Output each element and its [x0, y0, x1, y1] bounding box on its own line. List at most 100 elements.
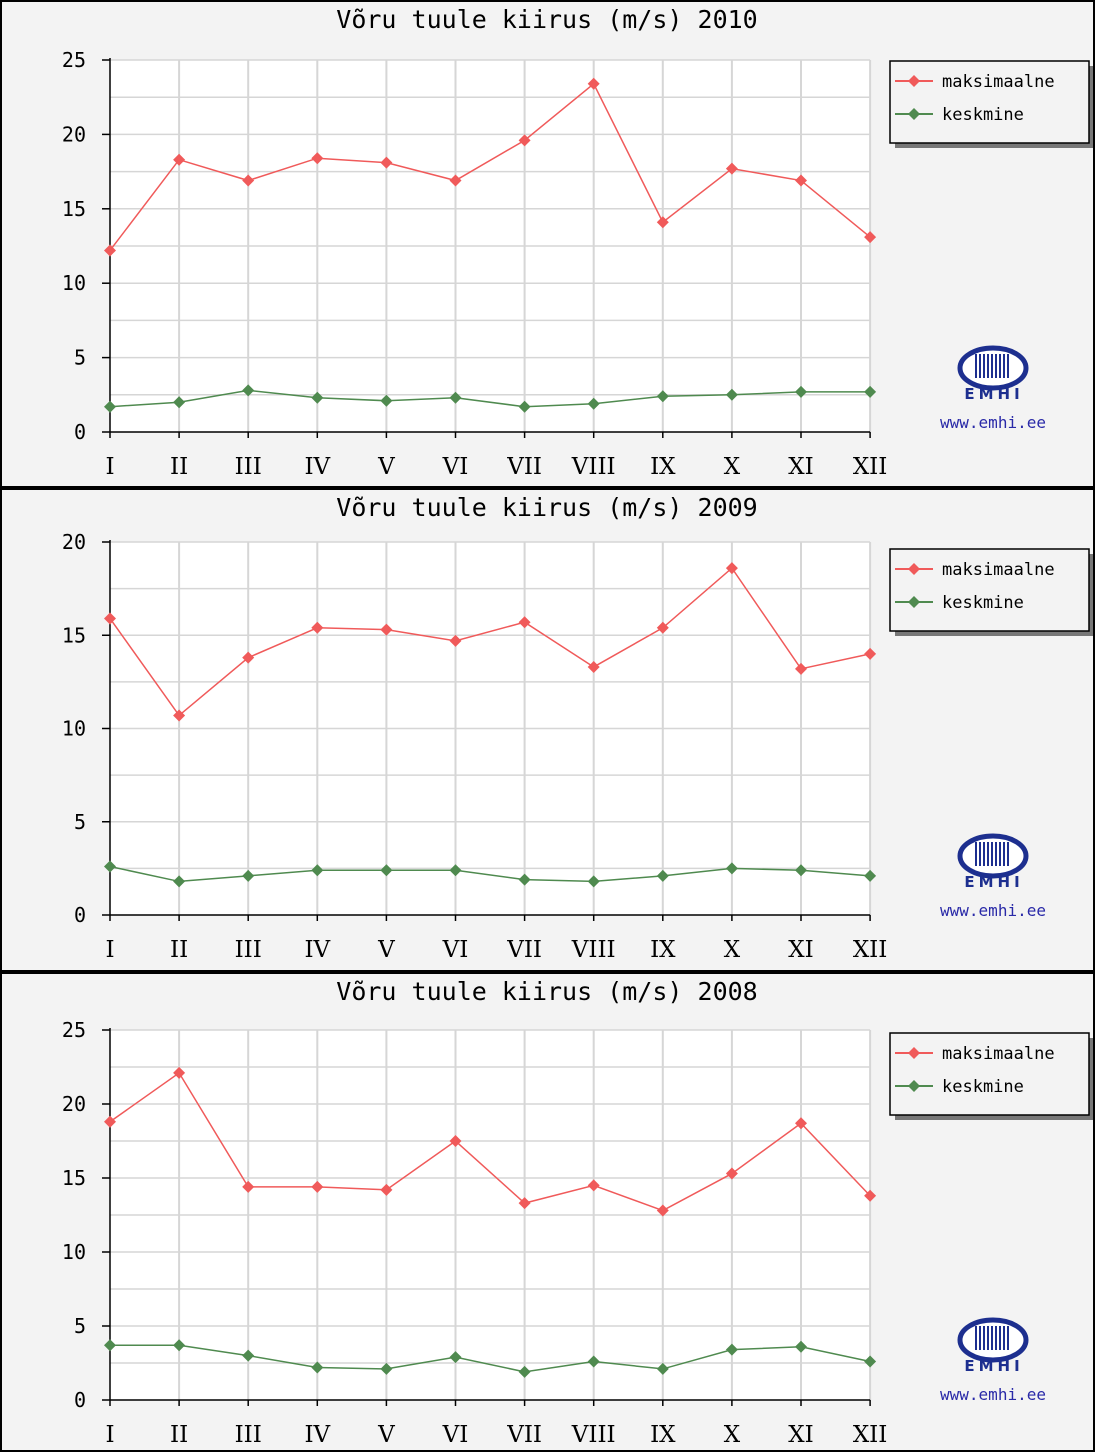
- data-point-maksimaalne: [725, 562, 738, 575]
- x-tick-label: I: [105, 937, 114, 963]
- emhi-website-text: www.emhi.ee: [940, 1385, 1046, 1404]
- x-tick-label: IX: [650, 1422, 676, 1448]
- data-point-keskmine: [587, 875, 600, 888]
- data-point-maksimaalne: [449, 174, 462, 187]
- legend-swatch-marker: [908, 1047, 920, 1059]
- emhi-website-text: www.emhi.ee: [940, 413, 1046, 432]
- data-point-maksimaalne: [795, 662, 807, 675]
- data-point-keskmine: [587, 397, 600, 410]
- series-line-maksimaalne: [109, 1071, 871, 1212]
- y-tick-label: 0: [74, 903, 86, 927]
- data-point-keskmine: [518, 873, 531, 886]
- chart-title: Võru tuule kiirus (m/s) 2010: [336, 5, 757, 34]
- x-tick-label: VII: [506, 454, 542, 480]
- data-point-maksimaalne: [242, 1180, 255, 1193]
- x-tick-label: IV: [304, 454, 330, 480]
- x-tick-label: VII: [506, 1422, 542, 1448]
- x-tick-label: I: [105, 1422, 114, 1448]
- data-point-maksimaalne: [242, 174, 255, 187]
- legend-label: maksimaalne: [942, 560, 1055, 580]
- x-tick-label: V: [377, 1422, 395, 1448]
- x-tick-label: VI: [442, 937, 469, 963]
- emhi-logo: EMHI www.emhi.ee: [940, 1317, 1046, 1404]
- legend: maksimaalne keskmine: [889, 548, 1093, 636]
- data-point-maksimaalne: [656, 1204, 669, 1217]
- x-tick-label: III: [235, 937, 262, 963]
- y-tick-label: 5: [74, 1314, 86, 1338]
- data-point-maksimaalne: [587, 1179, 600, 1192]
- data-point-maksimaalne: [656, 216, 669, 229]
- chart-panel-2008: Võru tuule kiirus (m/s) 2008 0 5 10 15 20 25 I I…: [0, 972, 1095, 1452]
- legend-label: keskmine: [942, 593, 1024, 613]
- data-point-maksimaalne: [656, 621, 669, 634]
- data-point-keskmine: [104, 400, 116, 413]
- y-tick-label: 15: [62, 197, 86, 221]
- data-point-maksimaalne: [104, 1115, 116, 1128]
- data-point-maksimaalne: [518, 1197, 531, 1210]
- data-point-keskmine: [656, 390, 669, 403]
- y-tick-label: 25: [62, 48, 86, 72]
- x-tick-label: VIII: [571, 1422, 616, 1448]
- data-point-maksimaalne: [173, 1066, 186, 1079]
- legend-swatch-marker: [908, 596, 920, 608]
- legend-box: [889, 60, 1090, 144]
- x-tick-label: I: [105, 454, 114, 480]
- x-tick-label: XI: [788, 937, 813, 963]
- data-point-keskmine: [242, 1349, 255, 1362]
- data-point-maksimaalne: [725, 162, 738, 175]
- x-tick-label: X: [724, 454, 741, 480]
- data-point-maksimaalne: [587, 660, 600, 673]
- x-tick-label: XII: [853, 454, 888, 480]
- data-point-keskmine: [656, 1362, 669, 1375]
- x-tick-label: VIII: [571, 937, 616, 963]
- legend-swatch-marker: [908, 108, 920, 120]
- data-point-keskmine: [864, 869, 877, 882]
- emhi-logo-text: EMHI: [964, 1357, 1023, 1375]
- data-point-maksimaalne: [311, 152, 324, 165]
- x-tick-label: III: [235, 454, 262, 480]
- y-tick-label: 10: [62, 717, 86, 741]
- data-point-maksimaalne: [311, 1180, 324, 1193]
- data-point-keskmine: [656, 869, 669, 882]
- data-point-keskmine: [242, 869, 255, 882]
- data-point-maksimaalne: [173, 709, 186, 722]
- y-tick-label: 5: [74, 346, 86, 370]
- y-tick-label: 25: [62, 1018, 86, 1042]
- legend-box: [889, 1032, 1090, 1116]
- data-point-keskmine: [380, 864, 393, 877]
- data-point-keskmine: [795, 1340, 807, 1353]
- y-tick-label: 20: [62, 122, 86, 146]
- x-tick-label: VI: [442, 454, 469, 480]
- legend-swatch-marker: [908, 75, 920, 87]
- data-point-keskmine: [242, 384, 255, 397]
- x-tick-label: XII: [853, 937, 888, 963]
- data-point-maksimaalne: [380, 623, 393, 636]
- data-point-maksimaalne: [518, 616, 531, 629]
- data-point-keskmine: [173, 396, 186, 409]
- data-point-keskmine: [864, 385, 877, 398]
- series-line-maksimaalne: [109, 82, 871, 251]
- legend-label: keskmine: [942, 105, 1024, 125]
- x-tick-label: X: [724, 937, 741, 963]
- legend-label: maksimaalne: [942, 1044, 1055, 1064]
- data-point-maksimaalne: [449, 634, 462, 647]
- data-point-maksimaalne: [380, 1183, 393, 1196]
- y-tick-label: 15: [62, 1166, 86, 1190]
- x-tick-label: IX: [650, 454, 676, 480]
- emhi-logo-text: EMHI: [964, 385, 1023, 403]
- data-point-keskmine: [449, 391, 462, 404]
- data-point-maksimaalne: [864, 231, 877, 244]
- legend-swatch-marker: [908, 1080, 920, 1092]
- data-point-keskmine: [725, 388, 738, 401]
- y-tick-label: 0: [74, 1388, 86, 1412]
- data-point-keskmine: [380, 1362, 393, 1375]
- x-tick-label: II: [170, 454, 188, 480]
- data-point-maksimaalne: [587, 77, 600, 90]
- data-point-keskmine: [449, 1351, 462, 1364]
- chart-title: Võru tuule kiirus (m/s) 2008: [336, 977, 757, 1006]
- x-tick-label: IV: [304, 1422, 330, 1448]
- chart-panel-2010: Võru tuule kiirus (m/s) 2010 0 5 10 15 20 25 I I…: [0, 0, 1095, 488]
- data-point-keskmine: [725, 862, 738, 875]
- emhi-logo-text: EMHI: [964, 873, 1023, 891]
